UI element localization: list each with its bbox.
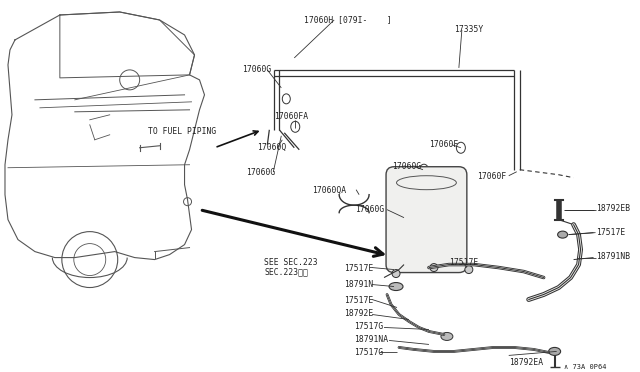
Text: 17060H [079I-    ]: 17060H [079I- ] <box>304 15 392 24</box>
Text: 17060G: 17060G <box>246 168 276 177</box>
Text: 17060F: 17060F <box>477 172 506 181</box>
Text: 17060QA: 17060QA <box>312 186 346 195</box>
FancyBboxPatch shape <box>386 167 467 273</box>
Text: ∧ 73A 0P64: ∧ 73A 0P64 <box>564 365 606 371</box>
Text: 17060G: 17060G <box>243 65 271 74</box>
Text: 17517E: 17517E <box>449 257 478 267</box>
Ellipse shape <box>389 283 403 291</box>
Text: SEE SEC.223: SEE SEC.223 <box>264 257 318 267</box>
Ellipse shape <box>548 347 561 355</box>
Text: 18792EA: 18792EA <box>509 358 543 368</box>
Text: 17517E: 17517E <box>344 295 373 305</box>
Text: 17060F: 17060F <box>429 140 458 149</box>
Circle shape <box>465 266 473 273</box>
Text: 17060Q: 17060Q <box>257 143 287 152</box>
Circle shape <box>430 264 438 272</box>
Text: 17335Y: 17335Y <box>454 25 483 34</box>
Text: 17517E: 17517E <box>596 228 626 237</box>
Text: 18791N: 18791N <box>344 279 373 289</box>
Text: SEC.223参照: SEC.223参照 <box>264 267 308 276</box>
Text: 18791NA: 18791NA <box>354 336 388 344</box>
Text: 18792E: 18792E <box>344 310 373 318</box>
Text: 17517G: 17517G <box>354 323 383 331</box>
Ellipse shape <box>557 231 568 238</box>
Text: 17060FA: 17060FA <box>275 112 308 121</box>
Ellipse shape <box>441 333 453 340</box>
Text: 17060G: 17060G <box>392 162 421 171</box>
Text: 18791NB: 18791NB <box>596 251 630 261</box>
Text: 17517G: 17517G <box>354 349 383 357</box>
Circle shape <box>392 270 400 278</box>
Text: TO FUEL PIPING: TO FUEL PIPING <box>148 127 216 136</box>
Text: 18792EB: 18792EB <box>596 203 630 213</box>
Text: 17060G: 17060G <box>355 205 385 214</box>
Text: 17517E: 17517E <box>344 264 373 273</box>
